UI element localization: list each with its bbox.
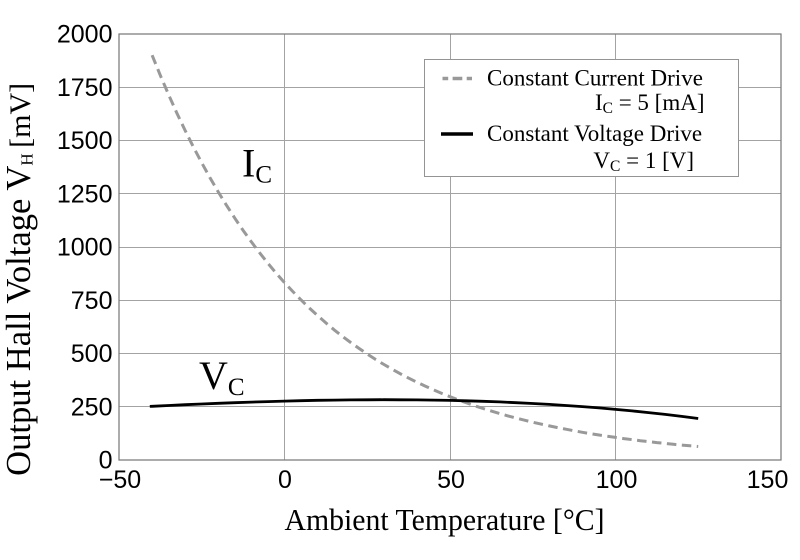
- svg-text:Ambient Temperature [°C]: Ambient Temperature [°C]: [285, 502, 605, 537]
- svg-text:0: 0: [278, 466, 292, 494]
- svg-text:−50: −50: [99, 466, 141, 494]
- svg-text:1000: 1000: [57, 234, 113, 262]
- svg-text:1750: 1750: [57, 74, 113, 102]
- svg-text:Constant Current Drive: Constant Current Drive: [487, 66, 703, 91]
- svg-text:0: 0: [99, 447, 113, 475]
- svg-text:VC = 1 [V]: VC = 1 [V]: [593, 148, 694, 175]
- svg-text:150: 150: [747, 466, 789, 494]
- svg-text:500: 500: [71, 340, 113, 368]
- svg-text:2000: 2000: [57, 21, 113, 49]
- svg-text:IC = 5 [mA]: IC = 5 [mA]: [595, 90, 705, 117]
- svg-text:Output Hall Voltage VH [mV]: Output Hall Voltage VH [mV]: [0, 83, 38, 476]
- svg-text:250: 250: [71, 393, 113, 421]
- svg-text:50: 50: [437, 466, 465, 494]
- svg-text:100: 100: [596, 466, 638, 494]
- svg-text:750: 750: [71, 287, 113, 315]
- svg-text:1250: 1250: [57, 180, 113, 208]
- svg-text:Constant Voltage Drive: Constant Voltage Drive: [487, 121, 702, 146]
- svg-text:1500: 1500: [57, 127, 113, 155]
